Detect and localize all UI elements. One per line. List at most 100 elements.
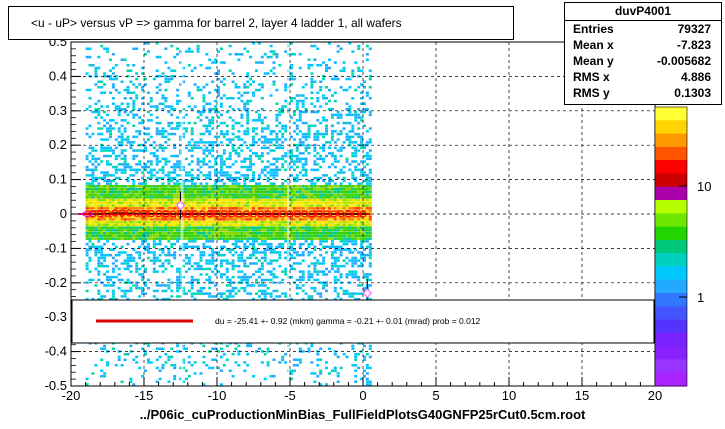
heatmap-cell <box>304 185 308 188</box>
heatmap-cell <box>228 176 232 180</box>
heatmap-cell <box>97 198 101 202</box>
heatmap-cell <box>319 383 323 386</box>
heatmap-cell <box>158 198 162 202</box>
heatmap-cell <box>111 102 115 105</box>
heatmap-cell <box>176 218 180 221</box>
heatmap-cell <box>339 253 343 257</box>
heatmap-cell <box>187 259 191 262</box>
heatmap-cell <box>328 152 331 155</box>
heatmap-cell <box>295 165 299 169</box>
heatmap-cell <box>135 86 139 89</box>
heatmap-cell <box>219 80 223 83</box>
heatmap-cell <box>368 226 372 229</box>
heatmap-cell <box>161 201 165 205</box>
heatmap-cell <box>211 259 215 262</box>
heatmap-cell <box>290 64 293 67</box>
heatmap-cell <box>208 295 212 298</box>
heatmap-cell <box>325 182 328 185</box>
heatmap-cell <box>217 196 220 199</box>
heatmap-cell <box>237 193 241 196</box>
heatmap-cell <box>117 187 121 191</box>
heatmap-cell <box>330 234 334 238</box>
heatmap-cell <box>225 193 229 196</box>
heatmap-cell <box>199 286 203 290</box>
heatmap-cell <box>257 119 261 122</box>
heatmap-cell <box>339 198 343 202</box>
heatmap-cell <box>106 284 109 287</box>
heatmap-cell <box>222 94 226 97</box>
heatmap-cell <box>97 264 101 268</box>
heatmap-cell <box>272 190 276 194</box>
heatmap-cell <box>354 231 358 235</box>
heatmap-cell <box>319 154 323 158</box>
heatmap-cell <box>281 185 285 188</box>
heatmap-cell <box>249 220 253 224</box>
heatmap-cell <box>170 207 174 210</box>
heatmap-cell <box>266 231 270 235</box>
heatmap-cell <box>114 88 118 92</box>
heatmap-cell <box>184 223 188 227</box>
heatmap-cell <box>167 220 171 224</box>
heatmap-cell <box>319 190 323 194</box>
heatmap-cell <box>208 275 212 279</box>
heatmap-cell <box>295 185 299 188</box>
heatmap-cell <box>307 237 311 240</box>
heatmap-cell <box>225 207 229 210</box>
heatmap-cell <box>295 229 299 232</box>
heatmap-cell <box>126 289 130 293</box>
heatmap-cell <box>205 215 209 218</box>
heatmap-cell <box>234 190 238 194</box>
heatmap-cell <box>290 77 293 81</box>
heatmap-cell <box>187 223 191 227</box>
heatmap-cell <box>322 231 326 235</box>
heatmap-cell <box>132 201 136 205</box>
heatmap-cell <box>252 135 255 139</box>
heatmap-cell <box>94 185 98 188</box>
heatmap-cell <box>357 149 361 152</box>
heatmap-cell <box>132 204 136 207</box>
heatmap-cell <box>319 86 323 89</box>
heatmap-cell <box>152 240 156 243</box>
heatmap-cell <box>292 204 296 207</box>
heatmap-cell <box>260 127 264 130</box>
heatmap-cell <box>205 149 209 152</box>
heatmap-cell <box>260 292 264 295</box>
heatmap-cell <box>138 187 142 191</box>
heatmap-cell <box>126 135 130 139</box>
heatmap-cell <box>304 220 308 224</box>
heatmap-cell <box>348 218 352 221</box>
heatmap-cell <box>106 231 109 235</box>
heatmap-cell <box>199 196 203 199</box>
heatmap-cell <box>152 215 156 218</box>
heatmap-cell <box>91 198 95 202</box>
heatmap-cell <box>164 99 168 103</box>
heatmap-cell <box>260 171 264 174</box>
heatmap-cell <box>269 193 273 196</box>
heatmap-cell <box>164 201 168 205</box>
heatmap-cell <box>368 383 372 386</box>
heatmap-cell <box>85 201 89 205</box>
heatmap-cell <box>298 66 302 70</box>
heatmap-cell <box>354 204 358 207</box>
heatmap-cell <box>319 198 323 202</box>
heatmap-cell <box>199 264 203 268</box>
heatmap-cell <box>141 220 145 224</box>
heatmap-cell <box>88 47 92 50</box>
heatmap-cell <box>284 256 288 260</box>
heatmap-cell <box>339 130 343 133</box>
heatmap-cell <box>91 146 95 150</box>
heatmap-cell <box>333 201 337 205</box>
heatmap-cell <box>208 152 212 155</box>
heatmap-cell <box>144 207 147 210</box>
heatmap-cell <box>325 281 328 284</box>
heatmap-cell <box>310 102 314 105</box>
heatmap-cell <box>330 198 334 202</box>
heatmap-cell <box>158 226 162 229</box>
heatmap-cell <box>114 182 118 185</box>
heatmap-cell <box>214 182 218 185</box>
heatmap-cell <box>138 198 142 202</box>
heatmap-cell <box>120 201 124 205</box>
heatmap-cell <box>164 207 168 210</box>
heatmap-cell <box>260 168 264 172</box>
heatmap-cell <box>231 267 235 271</box>
